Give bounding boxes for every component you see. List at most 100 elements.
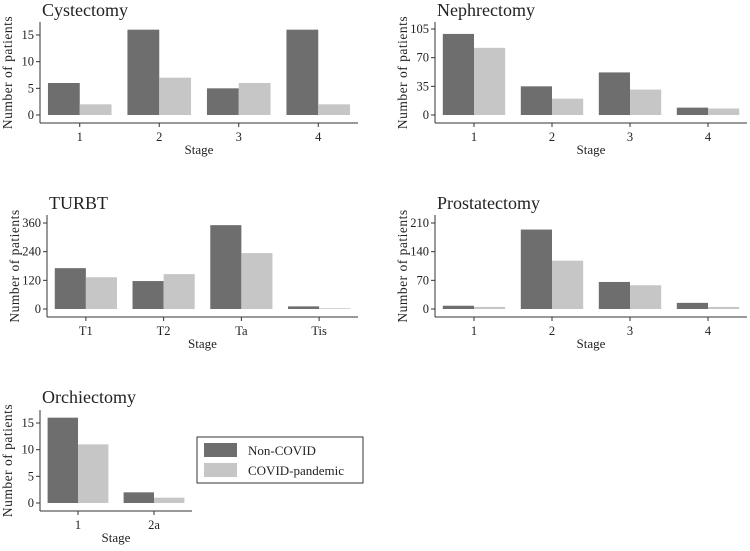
x-tick-label: 2a: [148, 518, 160, 532]
legend-swatch-non-covid: [204, 443, 237, 457]
y-tick-label: 15: [22, 28, 35, 42]
bar-covid-pandemic-2a: [154, 497, 185, 503]
bar-covid-pandemic-3: [630, 89, 662, 115]
x-tick-label: 1: [471, 130, 477, 144]
bar-non-covid-Tis: [288, 306, 320, 309]
x-tick-label: 3: [236, 130, 242, 144]
x-tick-label: 4: [705, 130, 712, 144]
y-tick-label: 70: [417, 273, 430, 287]
x-tick-label: 2: [549, 130, 555, 144]
y-tick-label: 0: [423, 108, 429, 122]
x-axis-label: Stage: [577, 142, 606, 157]
bar-covid-pandemic-Tis: [319, 308, 351, 309]
bar-non-covid-1: [47, 83, 80, 115]
bar-covid-pandemic-2: [552, 98, 584, 115]
x-tick-label: 1: [75, 518, 81, 532]
bar-non-covid-Ta: [210, 225, 242, 309]
y-axis-label: Number of patients: [0, 404, 15, 517]
y-tick-label: 15: [22, 416, 35, 430]
bar-non-covid-T1: [54, 268, 86, 309]
x-tick-label: 3: [627, 324, 633, 338]
x-axis-label: Stage: [102, 530, 131, 545]
bar-non-covid-1: [442, 33, 474, 115]
panel-prostatectomy: Prostatectomy 0 70 140 210 1 2 3 4 Stage Number of…: [395, 193, 747, 351]
y-tick-label: 35: [417, 79, 430, 93]
y-tick-label: 10: [22, 443, 35, 457]
panel-turbt: TURBT 0 120 240 360 T1 T2 Ta Tis Stage Number of p…: [7, 193, 358, 351]
y-tick-label: 140: [410, 245, 429, 259]
panel-orchiectomy: Orchiectomy 0 5 10 15 1 2a Stage Number of patie…: [0, 387, 192, 545]
panel-title: Orchiectomy: [42, 387, 136, 407]
x-tick-label: 2: [549, 324, 555, 338]
y-axis-label: Number of patients: [0, 16, 15, 129]
x-axis-label: Stage: [577, 336, 606, 351]
panel-title: Nephrectomy: [437, 0, 535, 20]
x-tick-label: 3: [627, 130, 633, 144]
bar-non-covid-T2: [132, 281, 164, 309]
bar-covid-pandemic-2: [552, 260, 584, 309]
bar-covid-pandemic-4: [708, 108, 740, 115]
y-tick-label: 0: [35, 302, 41, 316]
legend-label-non-covid: Non-COVID: [248, 443, 316, 458]
bar-covid-pandemic-T2: [163, 274, 195, 309]
y-tick-label: 210: [410, 216, 429, 230]
bar-covid-pandemic-Ta: [241, 253, 273, 309]
bar-non-covid-2a: [123, 492, 154, 503]
x-tick-label: 4: [705, 324, 712, 338]
x-tick-label: 1: [471, 324, 477, 338]
bar-covid-pandemic-3: [238, 83, 271, 115]
panel-cystectomy: Cystectomy 0 5 10 15 1 2 3 4 Stage Number of patie…: [0, 0, 358, 157]
y-tick-label: 0: [28, 496, 34, 510]
legend-swatch-covid-pandemic: [204, 463, 237, 477]
x-tick-label: 4: [315, 130, 322, 144]
bar-non-covid-3: [598, 72, 630, 115]
x-tick-label: Tis: [311, 324, 327, 338]
x-tick-label: Ta: [235, 324, 248, 338]
y-tick-label: 240: [22, 245, 41, 259]
panel-nephrectomy: Nephrectomy 0 35 70 105 1 2 3 4 Stage Number of pa…: [395, 0, 747, 157]
x-tick-label: 2: [156, 130, 162, 144]
bar-covid-pandemic-4: [318, 104, 351, 115]
x-axis-label: Stage: [185, 142, 214, 157]
y-tick-label: 120: [22, 273, 41, 287]
bar-non-covid-3: [598, 281, 630, 309]
y-axis-label: Number of patients: [395, 16, 410, 129]
bar-non-covid-4: [286, 29, 319, 116]
y-axis-label: Number of patients: [7, 209, 22, 322]
bar-non-covid-3: [206, 88, 239, 115]
x-tick-label: T1: [79, 324, 93, 338]
bar-covid-pandemic-1: [474, 306, 506, 309]
legend-label-covid-pandemic: COVID-pandemic: [248, 463, 344, 478]
panel-title: TURBT: [49, 193, 108, 213]
bar-non-covid-2: [127, 29, 160, 116]
x-tick-label: 1: [77, 130, 83, 144]
bar-covid-pandemic-1: [79, 104, 112, 115]
bar-non-covid-4: [676, 107, 708, 115]
bar-non-covid-2: [520, 229, 552, 309]
bar-covid-pandemic-3: [630, 285, 662, 309]
bar-non-covid-1: [47, 417, 78, 503]
y-tick-label: 70: [417, 51, 430, 65]
bar-covid-pandemic-2: [159, 77, 192, 115]
bar-covid-pandemic-4: [708, 306, 740, 309]
y-tick-label: 10: [22, 55, 35, 69]
panel-title: Cystectomy: [42, 0, 128, 20]
y-tick-label: 105: [410, 22, 429, 36]
bar-non-covid-2: [520, 86, 552, 115]
x-axis-label: Stage: [188, 336, 217, 351]
y-tick-label: 0: [28, 108, 34, 122]
bar-covid-pandemic-1: [78, 444, 109, 503]
x-tick-label: T2: [157, 324, 171, 338]
bar-covid-pandemic-1: [474, 47, 506, 115]
legend: Non-COVID COVID-pandemic: [196, 436, 364, 484]
y-tick-label: 360: [22, 216, 41, 230]
bar-covid-pandemic-T1: [85, 277, 117, 309]
y-axis-label: Number of patients: [395, 209, 410, 322]
panel-title: Prostatectomy: [437, 193, 540, 213]
y-tick-label: 0: [423, 302, 429, 316]
bar-non-covid-4: [676, 302, 708, 309]
y-tick-label: 5: [28, 81, 34, 95]
bar-non-covid-1: [442, 305, 474, 309]
y-tick-label: 5: [28, 469, 34, 483]
